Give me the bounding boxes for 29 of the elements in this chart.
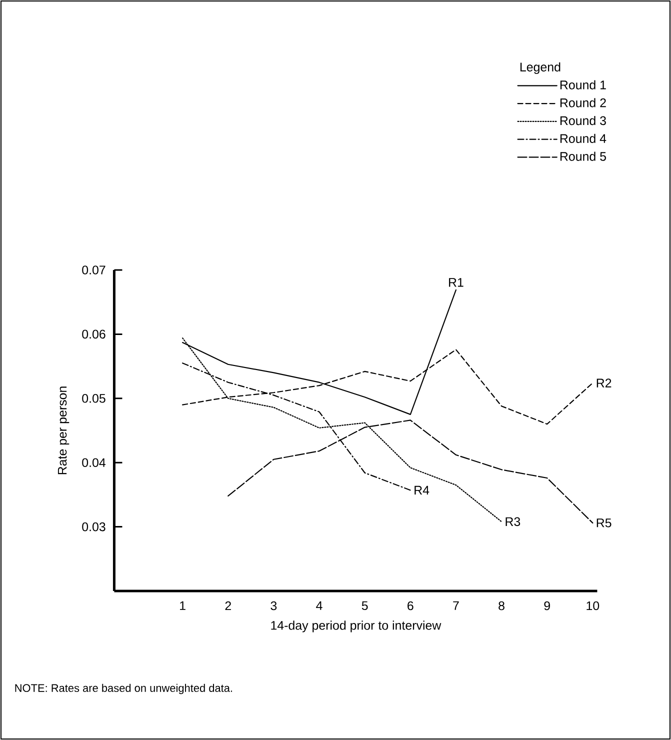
annotation: R2 [596,378,612,388]
x-tick-label: 9 [544,601,550,610]
text: NOTE: Rates are based on unweighted data. [15,684,232,694]
y-tick-label: 0.05 [82,394,106,403]
annotation: R4 [414,486,430,494]
y-axis-title: Rate per person [58,386,70,474]
legend-label: Round 5 [560,152,606,161]
x-axis-title: 14-day period prior to interview [271,620,442,632]
y-tick-label: 0.06 [82,330,106,339]
legend-title: Legend [520,62,560,74]
x-tick-label: 5 [362,601,368,610]
x-tick-label: 4 [316,601,322,610]
annotation: R3 [506,517,520,526]
y-tick-label: 0.03 [82,522,106,532]
x-tick-label: 2 [225,601,231,610]
legend-label: Round 4 [560,134,606,143]
x-tick-label: 10 [586,601,600,610]
legend-label: Round 1 [560,80,606,90]
y-tick-label: 0.04 [82,458,106,468]
y-tick-label: 0.07 [82,266,106,274]
x-tick-label: 7 [453,601,459,610]
x-tick-label: 6 [408,601,414,610]
legend-label: Round 3 [560,116,606,126]
annotation: R1 [449,278,464,287]
x-tick-label: 1 [180,601,186,610]
x-tick-label: 3 [270,601,277,610]
legend-label: Round 2 [560,98,606,108]
x-tick-label: 8 [498,601,504,610]
annotation: R5 [596,518,612,528]
